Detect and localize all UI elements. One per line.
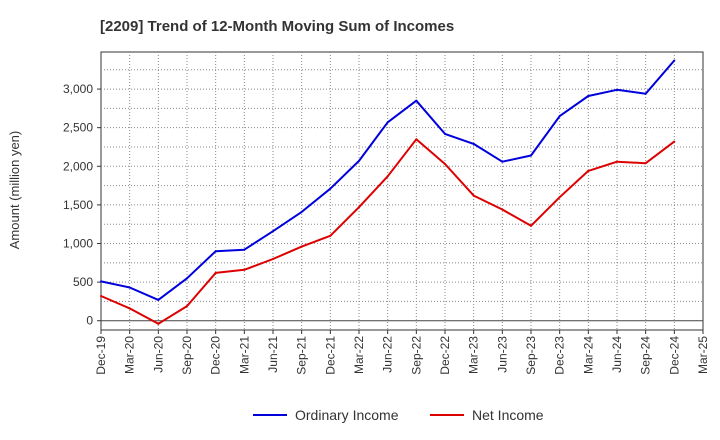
y-axis-label: Amount (million yen) — [7, 131, 22, 250]
data-point-net-income — [243, 268, 246, 271]
data-point-ordinary-income — [616, 88, 618, 91]
data-point-net-income — [616, 160, 618, 163]
data-point-net-income — [358, 206, 360, 209]
data-point-ordinary-income — [444, 132, 446, 135]
data-point-net-income — [501, 208, 504, 211]
y-tick-label: 0 — [86, 314, 93, 328]
y-axis-ticks: 0 500 1,000 1,500 2,000 2,500 3,000 — [63, 82, 101, 328]
data-point-net-income — [444, 162, 446, 165]
legend-label-net-income: Net Income — [472, 407, 544, 423]
data-point-ordinary-income — [243, 248, 246, 251]
data-point-net-income — [673, 140, 676, 143]
data-point-ordinary-income — [587, 95, 590, 98]
data-point-ordinary-income — [530, 154, 532, 157]
x-tick-label: Jun-20 — [151, 336, 165, 373]
data-point-net-income — [558, 196, 561, 199]
x-tick-label: Jun-23 — [495, 336, 509, 373]
plot-frame — [100, 51, 704, 331]
data-point-ordinary-income — [186, 277, 188, 280]
x-tick-label: Sep-20 — [180, 336, 194, 375]
data-point-net-income — [128, 307, 131, 310]
x-tick-label: Dec-20 — [209, 336, 223, 375]
data-point-net-income — [214, 271, 217, 274]
data-point-ordinary-income — [329, 187, 332, 190]
data-point-net-income — [644, 162, 647, 165]
x-tick-label: Dec-22 — [438, 336, 452, 375]
legend: Ordinary Income Net Income — [253, 407, 544, 423]
y-tick-label: 1,500 — [63, 198, 93, 212]
data-point-ordinary-income — [501, 160, 504, 163]
x-tick-label: Jun-21 — [266, 336, 280, 373]
x-tick-label: Dec-23 — [553, 336, 567, 375]
x-tick-label: Mar-21 — [237, 336, 251, 374]
data-point-net-income — [587, 169, 590, 172]
y-tick-label: 2,500 — [63, 121, 93, 135]
x-tick-label: Mar-20 — [123, 336, 137, 374]
data-point-net-income — [386, 175, 389, 178]
y-tick-label: 1,000 — [63, 237, 93, 251]
x-tick-label: Dec-19 — [94, 336, 108, 375]
data-point-net-income — [300, 245, 303, 248]
data-point-net-income — [100, 295, 102, 298]
x-tick-label: Sep-21 — [295, 336, 309, 375]
plot-area — [100, 51, 704, 331]
data-point-ordinary-income — [358, 159, 360, 162]
data-point-net-income — [472, 194, 475, 197]
x-tick-label: Sep-23 — [524, 336, 538, 375]
data-point-ordinary-income — [128, 286, 131, 289]
data-point-ordinary-income — [272, 230, 274, 233]
x-tick-label: Mar-24 — [581, 336, 595, 374]
x-axis-ticks: Dec-19 Mar-20 Jun-20 Sep-20 Dec-20 Mar-21 Jun-… — [94, 330, 710, 375]
data-point-net-income — [157, 322, 160, 325]
x-tick-label: Jun-22 — [381, 336, 395, 373]
x-tick-label: Dec-24 — [667, 336, 681, 375]
y-tick-label: 3,000 — [63, 82, 93, 96]
x-tick-label: Dec-21 — [323, 336, 337, 375]
data-point-ordinary-income — [214, 250, 217, 253]
data-point-ordinary-income — [673, 59, 676, 62]
data-point-ordinary-income — [644, 92, 647, 95]
x-tick-label: Sep-24 — [639, 336, 653, 375]
x-tick-label: Mar-23 — [467, 336, 481, 374]
x-tick-label: Mar-22 — [352, 336, 366, 374]
y-tick-label: 2,000 — [63, 159, 93, 173]
data-point-net-income — [415, 138, 418, 141]
x-tick-label: Mar-25 — [696, 336, 710, 374]
data-point-ordinary-income — [300, 210, 303, 213]
data-point-net-income — [530, 224, 532, 227]
x-tick-label: Sep-22 — [409, 336, 423, 375]
y-tick-label: 500 — [73, 275, 93, 289]
legend-label-ordinary-income: Ordinary Income — [295, 407, 399, 423]
data-point-net-income — [329, 234, 332, 237]
data-point-ordinary-income — [472, 142, 475, 145]
data-point-ordinary-income — [157, 298, 160, 301]
data-point-net-income — [272, 257, 274, 260]
data-point-net-income — [186, 305, 188, 308]
data-point-ordinary-income — [100, 280, 102, 283]
series-layer — [100, 59, 676, 325]
data-point-ordinary-income — [558, 115, 561, 118]
x-tick-label: Jun-24 — [610, 336, 624, 373]
data-point-ordinary-income — [415, 99, 418, 102]
data-point-ordinary-income — [386, 121, 389, 124]
chart-title: [2209] Trend of 12-Month Moving Sum of I… — [100, 18, 454, 35]
